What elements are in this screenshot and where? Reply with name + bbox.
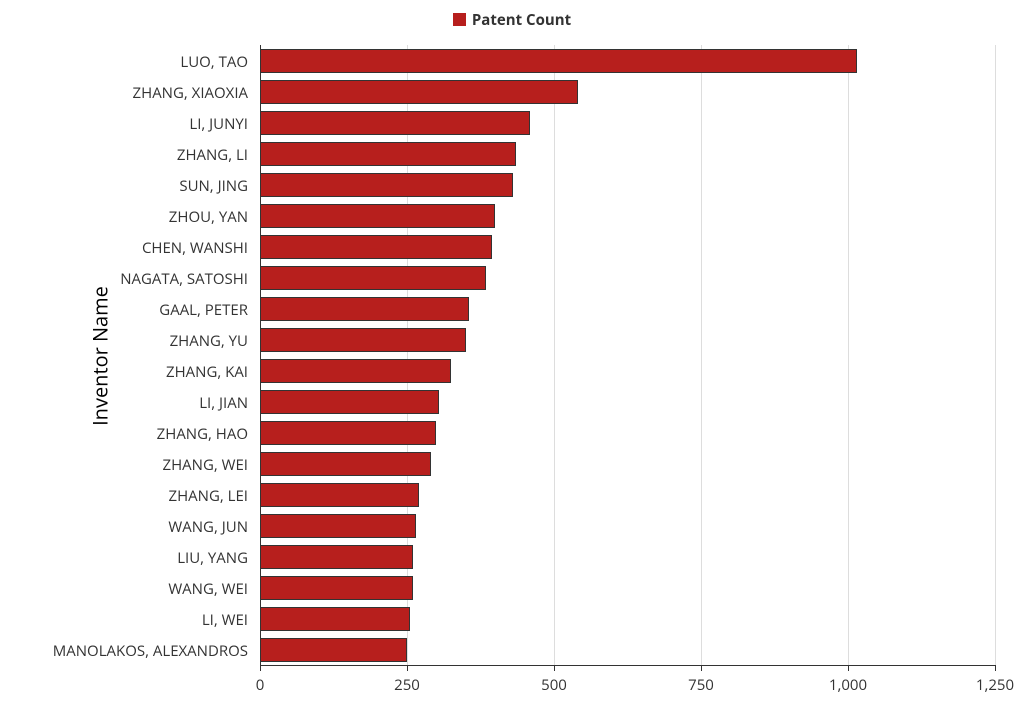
legend-swatch: [453, 13, 466, 26]
category-label: ZHOU, YAN: [169, 207, 248, 227]
bar: [260, 607, 410, 631]
bar: [260, 80, 578, 104]
category-label: NAGATA, SATOSHI: [120, 269, 248, 289]
bar: [260, 390, 439, 414]
category-label: GAAL, PETER: [159, 300, 248, 320]
bar: [260, 638, 407, 662]
category-label: ZHANG, WEI: [163, 455, 248, 475]
category-label: LI, JIAN: [199, 393, 248, 413]
category-label: WANG, JUN: [168, 517, 248, 537]
bar: [260, 49, 857, 73]
bar: [260, 576, 413, 600]
category-label: ZHANG, HAO: [157, 424, 248, 444]
x-tick-label: 1,000: [829, 675, 867, 695]
x-tick-label: 250: [394, 675, 420, 695]
bar: [260, 111, 530, 135]
category-label: ZHANG, YU: [170, 331, 248, 351]
bar: [260, 359, 451, 383]
bar: [260, 204, 495, 228]
gridline: [407, 45, 408, 665]
x-tick-label: 750: [688, 675, 714, 695]
category-label: ZHANG, LEI: [169, 486, 248, 506]
bar: [260, 452, 431, 476]
category-label: ZHANG, KAI: [166, 362, 248, 382]
legend-label: Patent Count: [472, 10, 571, 30]
gridline: [554, 45, 555, 665]
plot-area: 02505007501,0001,250LUO, TAOZHANG, XIAOX…: [260, 45, 995, 665]
y-axis-label: Inventor Name: [86, 286, 113, 426]
legend: Patent Count: [0, 10, 1024, 30]
category-label: SUN, JING: [179, 176, 248, 196]
category-label: LI, JUNYI: [189, 114, 248, 134]
category-label: MANOLAKOS, ALEXANDROS: [53, 641, 248, 661]
bar: [260, 235, 492, 259]
chart-container: Patent Count Inventor Name 02505007501,0…: [0, 0, 1024, 711]
x-tick-label: 500: [541, 675, 567, 695]
bar: [260, 266, 486, 290]
category-label: LI, WEI: [202, 610, 248, 630]
category-label: LIU, YANG: [177, 548, 248, 568]
category-label: WANG, WEI: [168, 579, 248, 599]
gridline: [848, 45, 849, 665]
bar: [260, 421, 436, 445]
x-tick: [995, 665, 996, 671]
bar: [260, 545, 413, 569]
category-label: CHEN, WANSHI: [142, 238, 248, 258]
x-tick-label: 0: [256, 675, 265, 695]
bar: [260, 483, 419, 507]
bar: [260, 297, 469, 321]
category-label: ZHANG, LI: [177, 145, 248, 165]
category-label: ZHANG, XIAOXIA: [133, 83, 248, 103]
bar: [260, 514, 416, 538]
bar: [260, 142, 516, 166]
bar: [260, 328, 466, 352]
category-label: LUO, TAO: [180, 52, 248, 72]
x-axis-line: [260, 665, 995, 666]
gridline: [995, 45, 996, 665]
x-tick-label: 1,250: [976, 675, 1014, 695]
y-axis-line: [260, 45, 261, 665]
gridline: [701, 45, 702, 665]
bar: [260, 173, 513, 197]
